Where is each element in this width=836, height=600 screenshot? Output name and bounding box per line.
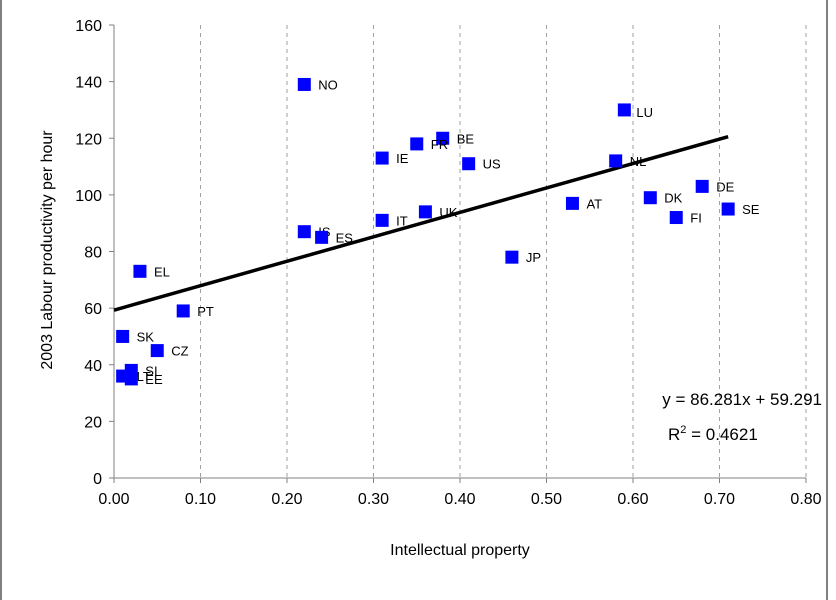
point-label-fr: FR	[431, 137, 448, 152]
x-axis-title: Intellectual property	[390, 542, 530, 559]
y-tick-label: 40	[84, 358, 102, 375]
data-point-es	[315, 230, 329, 244]
point-label-sk: SK	[137, 329, 155, 344]
data-point-is	[297, 225, 311, 239]
point-label-it: IT	[396, 213, 408, 228]
data-points: NOLUBEFRIEUSNLDEDKATSEFIUKITISESJPELPTSK…	[116, 77, 760, 387]
x-tick-label: 0.60	[617, 491, 648, 508]
point-label-nl: NL	[630, 154, 647, 169]
point-label-dk: DK	[664, 191, 682, 206]
data-point-ee	[124, 372, 138, 386]
data-point-fr	[410, 137, 424, 151]
point-label-fi: FI	[690, 211, 702, 226]
x-tick-label: 0.50	[531, 491, 562, 508]
point-label-se: SE	[742, 202, 760, 217]
point-label-no: NO	[318, 77, 338, 92]
data-point-it	[375, 213, 389, 227]
x-tick-label: 0.70	[704, 491, 735, 508]
point-label-us: US	[483, 157, 501, 172]
x-ticks: 0.00 0.10 0.20 0.30 0.40 0.50 0.60 0.70 0.80	[98, 478, 822, 508]
data-point-se	[721, 202, 735, 216]
trendline	[113, 135, 729, 312]
point-label-el: EL	[154, 264, 170, 279]
data-point-lu	[617, 103, 631, 117]
y-tick-label: 60	[84, 301, 102, 318]
x-tick-label: 0.20	[271, 491, 302, 508]
point-label-pt: PT	[197, 304, 214, 319]
r-squared-label: R2 = 0.4621	[668, 424, 758, 444]
gridlines	[200, 25, 807, 478]
data-point-de	[695, 179, 709, 193]
point-label-lt: LT	[137, 369, 151, 384]
data-point-us	[462, 157, 476, 171]
data-point-no	[297, 77, 311, 91]
data-point-nl	[609, 154, 623, 168]
data-point-fi	[669, 211, 683, 225]
point-label-at: AT	[586, 196, 602, 211]
y-axis-title: 2003 Labour productivity per hour	[39, 130, 56, 370]
point-label-es: ES	[336, 230, 354, 245]
y-tick-label: 80	[84, 245, 102, 262]
y-tick-label: 0	[93, 471, 102, 488]
data-point-el	[133, 264, 147, 278]
point-label-ee: EE	[145, 372, 163, 387]
trend-equation: y = 86.281x + 59.291	[662, 390, 822, 409]
data-point-ie	[375, 151, 389, 165]
point-label-si: SI	[145, 363, 157, 378]
y-ticks: 0 20 40 60 80 100 120 140 160	[75, 18, 114, 488]
data-point-sk	[116, 329, 130, 343]
data-point-be	[436, 131, 450, 145]
y-tick-label: 100	[75, 188, 102, 205]
point-label-jp: JP	[526, 250, 541, 265]
x-tick-label: 0.30	[358, 491, 389, 508]
x-tick-label: 0.10	[185, 491, 216, 508]
data-point-pt	[176, 304, 190, 318]
y-tick-label: 160	[75, 18, 102, 35]
point-label-de: DE	[716, 179, 734, 194]
data-point-dk	[643, 191, 657, 205]
y-tick-label: 140	[75, 75, 102, 92]
y-tick-label: 20	[84, 414, 102, 431]
point-label-ie: IE	[396, 151, 409, 166]
data-point-jp	[505, 250, 519, 264]
x-tick-label: 0.00	[98, 491, 129, 508]
data-point-uk	[418, 205, 432, 219]
point-label-uk: UK	[439, 205, 457, 220]
point-label-cz: CZ	[171, 344, 188, 359]
point-label-be: BE	[457, 131, 475, 146]
y-tick-label: 120	[75, 131, 102, 148]
point-label-lu: LU	[636, 105, 653, 120]
data-point-cz	[150, 344, 164, 358]
x-tick-label: 0.80	[790, 491, 821, 508]
x-tick-label: 0.40	[444, 491, 475, 508]
data-point-at	[565, 196, 579, 210]
